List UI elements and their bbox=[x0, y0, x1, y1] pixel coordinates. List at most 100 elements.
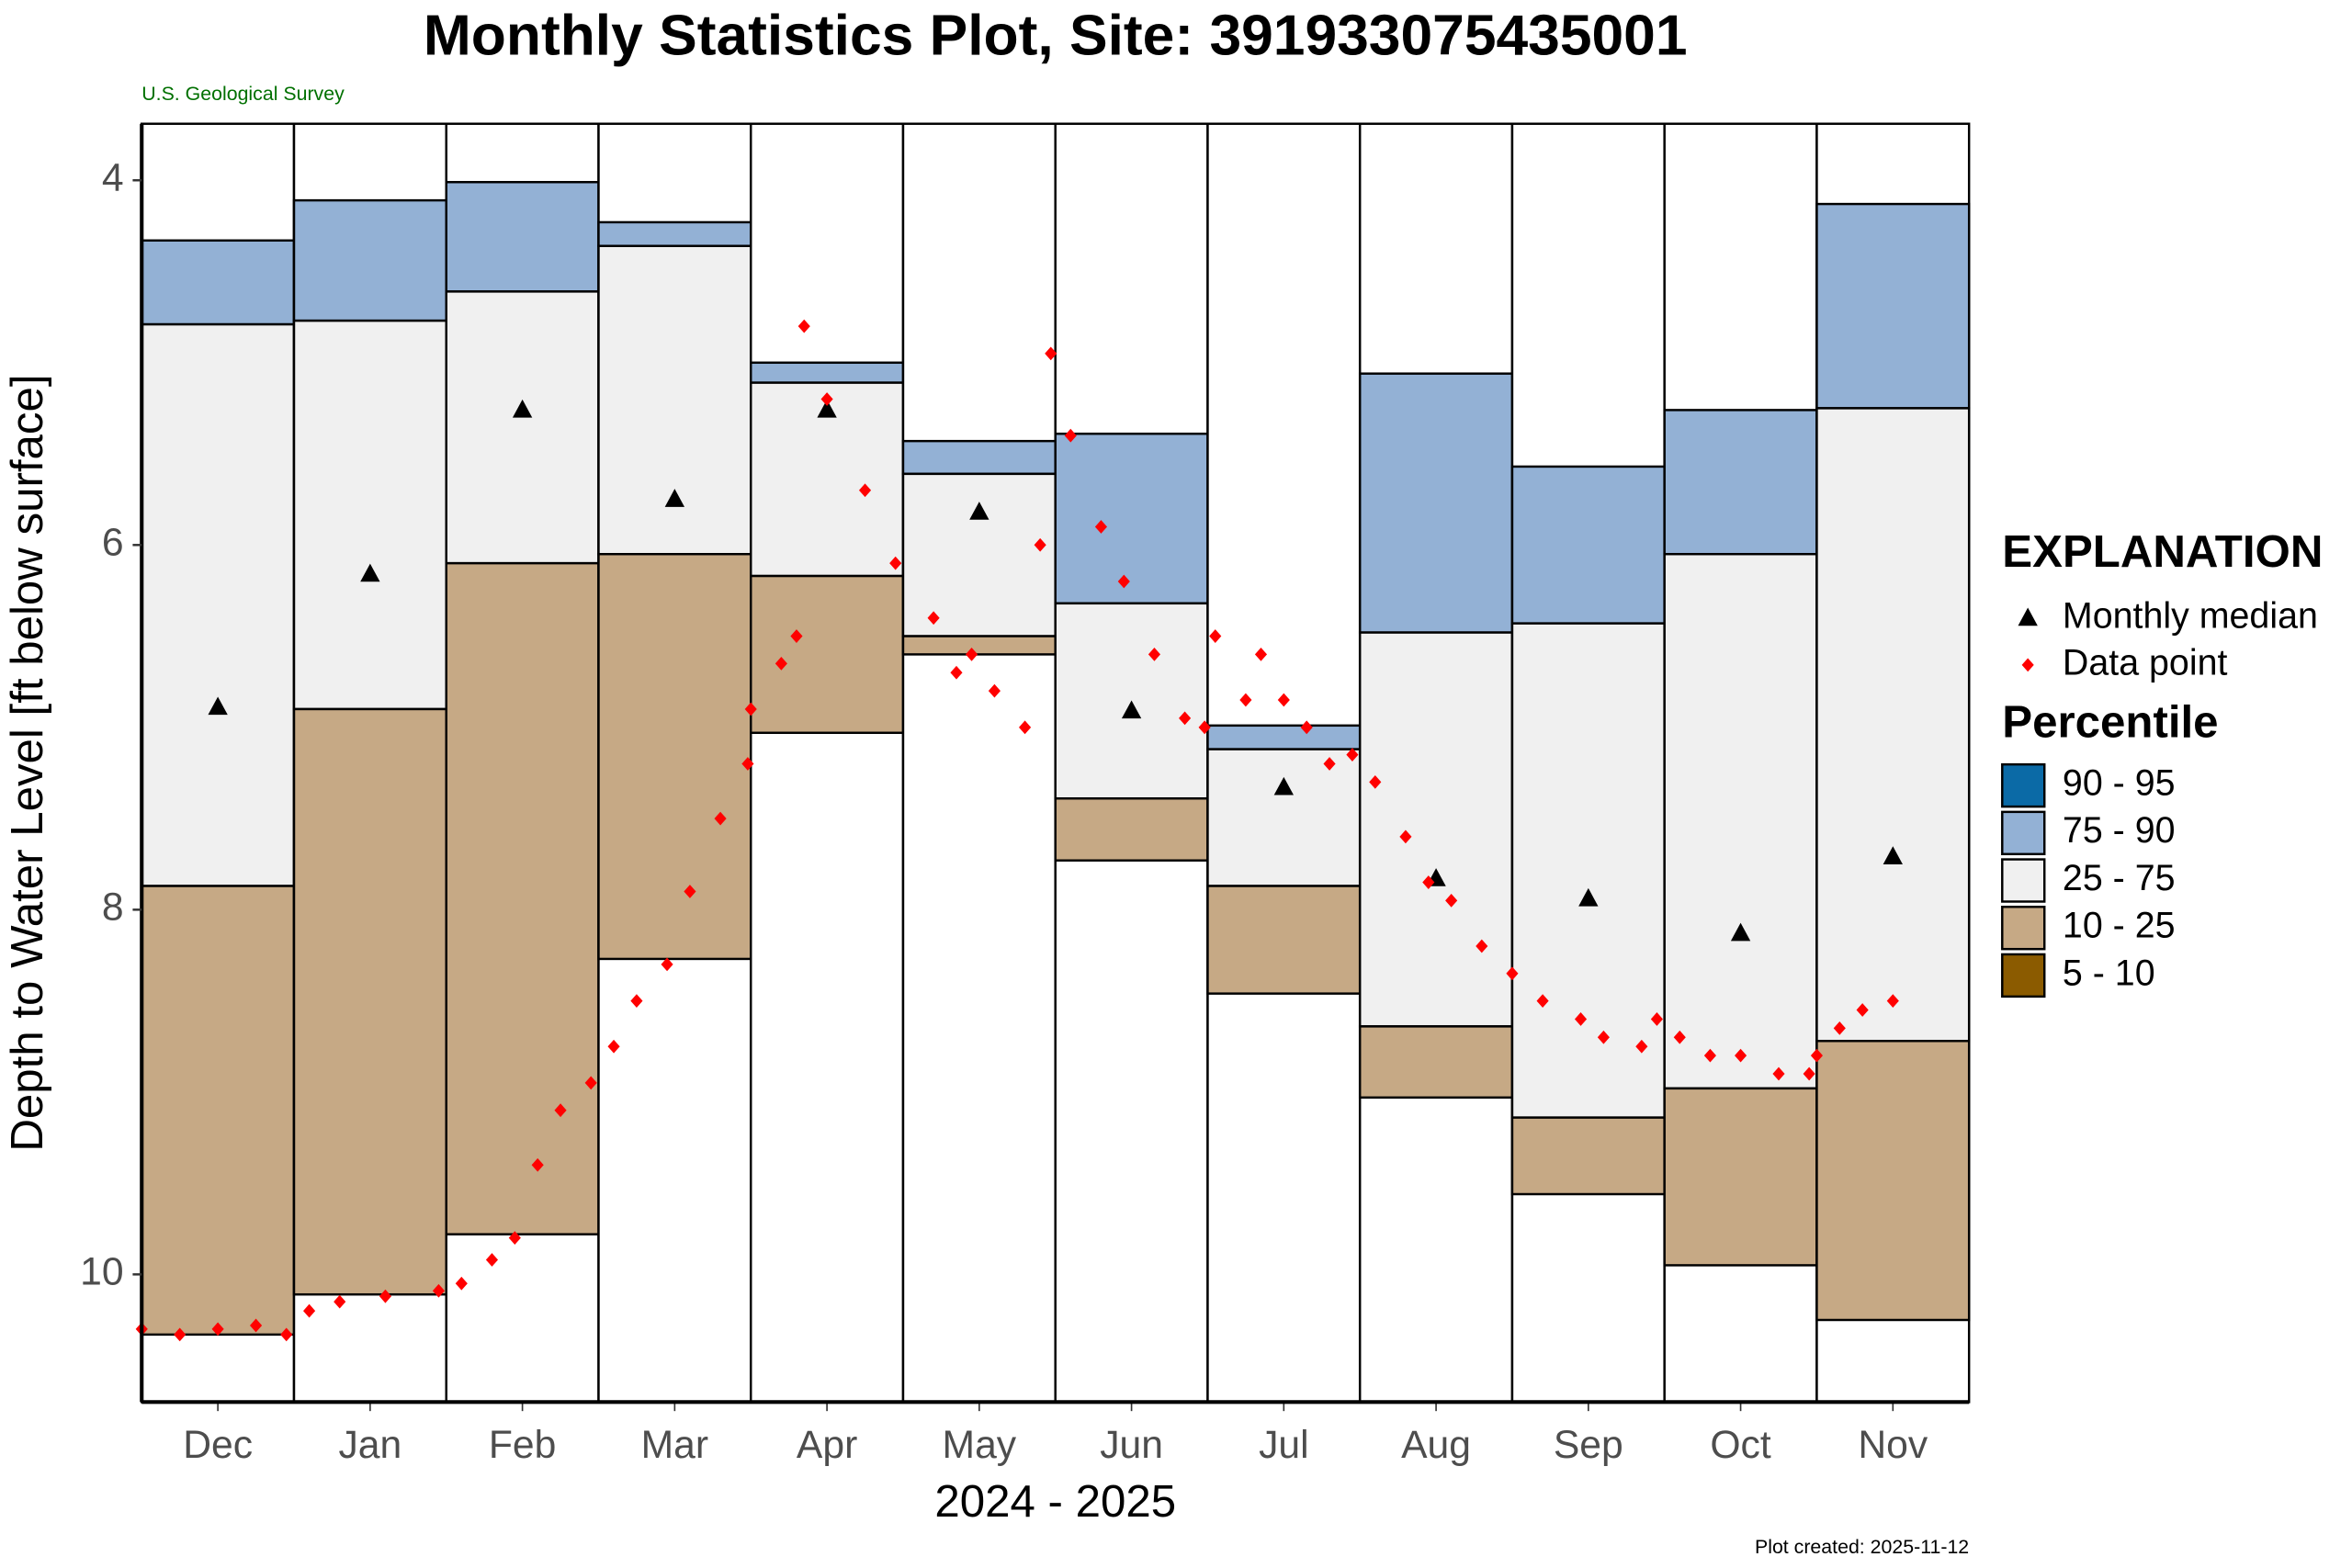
median-marker bbox=[512, 399, 533, 418]
box-10-25 bbox=[1206, 885, 1362, 995]
box-75-90 bbox=[1663, 409, 1818, 556]
box-10-25 bbox=[445, 561, 600, 1235]
x-tick-label: May bbox=[943, 1423, 1017, 1467]
box-25-75 bbox=[1663, 552, 1818, 1090]
legend-swatch bbox=[2001, 953, 2046, 998]
data-point bbox=[889, 556, 902, 570]
data-point bbox=[1476, 939, 1488, 953]
data-point bbox=[1422, 875, 1435, 889]
data-point bbox=[1810, 1048, 1823, 1063]
box-75-90 bbox=[1054, 432, 1209, 605]
median-marker bbox=[1578, 887, 1599, 907]
data-point bbox=[531, 1157, 544, 1172]
data-point bbox=[775, 656, 787, 671]
x-tick-label: Sep bbox=[1554, 1423, 1623, 1467]
legend-title: EXPLANATION bbox=[2002, 526, 2323, 577]
legend-percentile-title: Percentile bbox=[2002, 697, 2218, 748]
box-25-75 bbox=[1358, 631, 1514, 1028]
y-tick-label: 4 bbox=[102, 156, 124, 200]
box-10-25 bbox=[1815, 1040, 1971, 1322]
median-marker bbox=[1883, 846, 1903, 864]
box-75-90 bbox=[445, 181, 600, 293]
box-75-90 bbox=[1206, 724, 1362, 750]
data-point bbox=[1635, 1039, 1648, 1054]
median-marker bbox=[969, 502, 989, 520]
x-tick-label: Apr bbox=[797, 1423, 857, 1467]
x-tick-label: Nov bbox=[1858, 1423, 1928, 1467]
box-10-25 bbox=[1663, 1087, 1818, 1267]
data-point bbox=[744, 702, 757, 716]
x-tick-label: Dec bbox=[183, 1423, 253, 1467]
box-75-90 bbox=[1358, 372, 1514, 634]
box-10-25 bbox=[901, 635, 1057, 656]
box-10-25 bbox=[292, 707, 447, 1296]
legend-label: 75 - 90 bbox=[2063, 810, 2176, 851]
data-point bbox=[927, 611, 940, 626]
legend-label: Data point bbox=[2063, 642, 2228, 682]
box-25-75 bbox=[1510, 622, 1666, 1119]
footnote: Plot created: 2025-11-12 bbox=[1755, 1536, 1969, 1558]
data-point bbox=[1772, 1066, 1785, 1081]
data-point bbox=[1703, 1048, 1716, 1063]
data-point bbox=[1239, 693, 1252, 707]
box-25-75 bbox=[901, 472, 1057, 637]
y-tick-label: 6 bbox=[102, 521, 124, 565]
y-tick-label: 8 bbox=[102, 886, 124, 930]
legend-label: 25 - 75 bbox=[2063, 858, 2176, 898]
data-point bbox=[1346, 748, 1359, 761]
box-10-25 bbox=[750, 574, 905, 735]
box-25-75 bbox=[1815, 407, 1971, 1043]
x-tick-label: Oct bbox=[1710, 1423, 1771, 1467]
box-25-75 bbox=[141, 322, 296, 887]
box-75-90 bbox=[1510, 465, 1666, 625]
box-10-25 bbox=[1054, 797, 1209, 862]
data-point bbox=[1574, 1012, 1588, 1026]
data-point bbox=[554, 1103, 567, 1118]
legend-label: 90 - 95 bbox=[2063, 763, 2176, 804]
data-point bbox=[432, 1283, 446, 1298]
data-point bbox=[950, 665, 963, 680]
box-25-75 bbox=[1206, 748, 1362, 887]
legend-swatch bbox=[2001, 858, 2046, 903]
data-point bbox=[988, 683, 1001, 698]
agency: U.S. Geological Survey bbox=[141, 83, 345, 105]
y-tick-label: 10 bbox=[80, 1250, 123, 1294]
x-tick-label: Jul bbox=[1259, 1423, 1309, 1467]
data-point bbox=[1064, 428, 1077, 443]
data-point bbox=[455, 1276, 468, 1291]
legend-median-marker bbox=[2018, 607, 2038, 626]
median-marker bbox=[360, 563, 380, 582]
chart-title: Monthly Statistics Plot, Site: 391933075… bbox=[424, 4, 1688, 67]
data-point bbox=[280, 1327, 293, 1342]
x-tick-label: Jun bbox=[1100, 1423, 1163, 1467]
box-75-90 bbox=[292, 198, 447, 322]
data-point bbox=[790, 629, 803, 643]
legend-label: 10 - 25 bbox=[2063, 906, 2176, 946]
data-point bbox=[1833, 1021, 1846, 1035]
legend-label: Monthly median bbox=[2063, 595, 2318, 636]
data-point bbox=[334, 1294, 346, 1309]
data-point bbox=[1254, 648, 1268, 661]
data-point bbox=[797, 319, 810, 333]
data-point bbox=[1506, 966, 1519, 981]
x-tick-label: Feb bbox=[489, 1423, 557, 1467]
box-10-25 bbox=[597, 552, 752, 961]
data-point bbox=[858, 483, 872, 498]
x-tick-label: Jan bbox=[338, 1423, 401, 1467]
data-point bbox=[1045, 346, 1057, 361]
legend-label: 5 - 10 bbox=[2063, 953, 2155, 993]
box-10-25 bbox=[141, 885, 296, 1337]
median-marker bbox=[1273, 776, 1294, 795]
median-marker bbox=[1121, 700, 1142, 719]
median-marker bbox=[208, 696, 228, 716]
median-marker bbox=[664, 489, 685, 507]
median-marker bbox=[817, 399, 837, 418]
box-10-25 bbox=[1358, 1025, 1514, 1100]
data-point bbox=[684, 885, 696, 898]
x-tick-label: Aug bbox=[1401, 1423, 1471, 1467]
y-axis-label: Depth to Water Level [ft below surface] bbox=[2, 374, 52, 1151]
box-75-90 bbox=[901, 439, 1057, 476]
median-marker bbox=[1730, 922, 1751, 942]
